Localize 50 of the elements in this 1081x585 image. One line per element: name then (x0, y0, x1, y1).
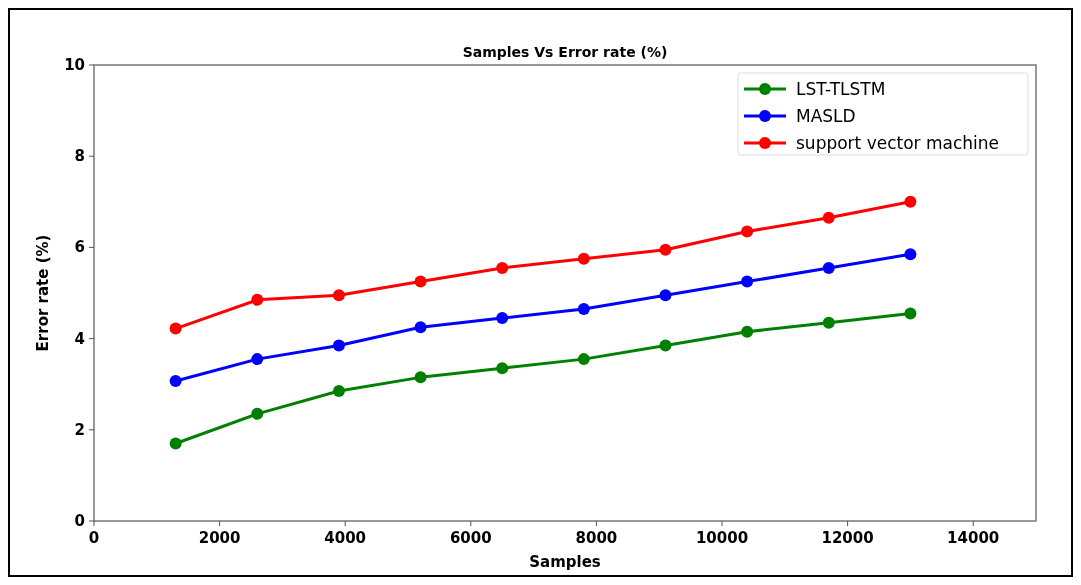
point (659, 289, 672, 302)
point (169, 322, 182, 335)
point (577, 353, 590, 366)
x-tick-label: 8000 (575, 529, 618, 547)
point (904, 195, 917, 208)
y-tick-label: 0 (74, 512, 85, 530)
point (332, 339, 345, 352)
point (169, 375, 182, 388)
x-tick-label: 0 (88, 529, 100, 547)
legend-label: MASLD (796, 106, 856, 126)
point (741, 275, 754, 288)
point (251, 353, 264, 366)
point (414, 371, 427, 384)
point (332, 385, 345, 398)
y-tick-label: 4 (74, 329, 85, 348)
x-tick-label: 2000 (198, 529, 241, 547)
y-tick-label: 6 (74, 238, 85, 257)
x-tick-label: 12000 (821, 529, 874, 547)
x-tick-label: 14000 (947, 529, 1000, 547)
point (822, 261, 835, 274)
point (822, 316, 835, 329)
point (577, 252, 590, 265)
point (741, 225, 754, 238)
point (414, 321, 427, 334)
y-tick-label: 8 (74, 147, 85, 166)
point (659, 339, 672, 352)
point (904, 307, 917, 320)
point (496, 261, 509, 274)
point (169, 437, 182, 450)
point (822, 211, 835, 224)
point (251, 407, 264, 420)
point (496, 312, 509, 325)
legend-label: LST-TLSTM (796, 79, 886, 99)
point (904, 248, 917, 261)
point (414, 275, 427, 288)
chart-title: Samples Vs Error rate (%) (462, 44, 668, 60)
point (741, 325, 754, 338)
point (251, 293, 264, 306)
point (496, 362, 509, 375)
point (577, 302, 590, 315)
x-tick-label: 4000 (324, 529, 367, 547)
x-tick-label: 6000 (449, 529, 492, 547)
x-tick-label: 10000 (695, 529, 749, 547)
x-axis-title: Samples (529, 553, 601, 571)
y-axis-title: Error rate (%) (34, 234, 52, 352)
point (332, 289, 345, 302)
y-tick-label: 2 (74, 420, 85, 439)
point (659, 243, 672, 256)
y-tick-label: 10 (64, 56, 85, 74)
legend-label: support vector machine (796, 133, 1000, 153)
